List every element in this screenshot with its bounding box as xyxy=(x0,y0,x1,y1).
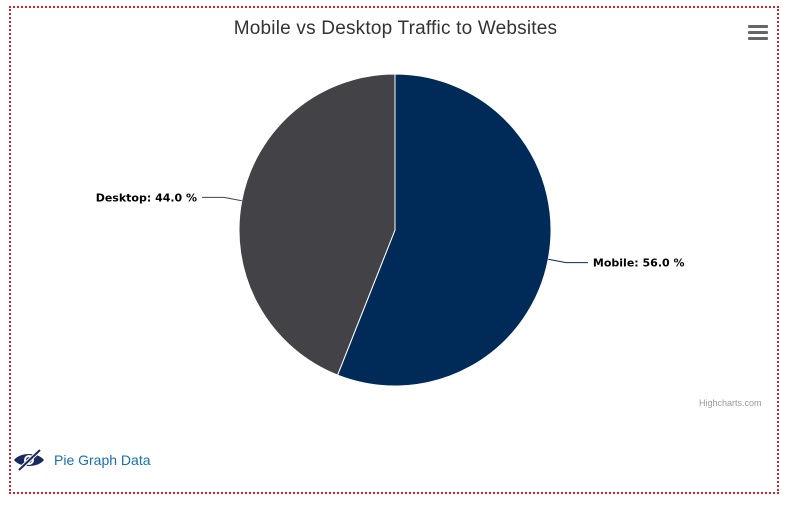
highcharts-credits-link[interactable]: Highcharts.com xyxy=(699,398,762,408)
hamburger-icon-line xyxy=(748,37,768,40)
eye-slash-icon xyxy=(14,449,44,471)
pie-slice-desktop[interactable] xyxy=(238,73,396,376)
chart-container-frame xyxy=(9,6,779,494)
connector-line-mobile xyxy=(548,258,588,264)
pie-slice-mobile[interactable] xyxy=(336,73,552,387)
connector-line-desktop xyxy=(202,196,242,202)
hamburger-icon-line xyxy=(748,25,768,28)
pie-graph-data-label: Pie Graph Data xyxy=(54,452,151,468)
data-label-desktop: Desktop: 44.0 % xyxy=(96,191,197,204)
chart-menu-button[interactable] xyxy=(748,25,768,43)
data-label-mobile: Mobile: 56.0 % xyxy=(593,257,685,270)
chart-title: Mobile vs Desktop Traffic to Websites xyxy=(233,18,558,39)
pie-graph-data-toggle[interactable]: Pie Graph Data xyxy=(13,449,151,471)
hamburger-icon-line xyxy=(748,31,768,34)
